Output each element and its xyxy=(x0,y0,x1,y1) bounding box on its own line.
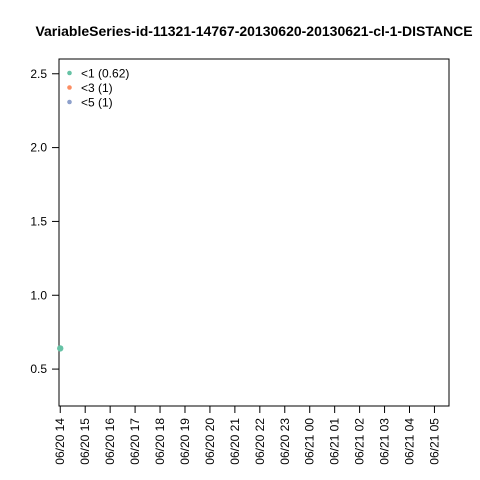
y-axis: 0.5 1.0 1.5 2.0 2.5 xyxy=(30,67,60,376)
x-tick-label: 06/20 16 xyxy=(103,418,117,465)
x-tick-label: 06/20 14 xyxy=(53,418,67,465)
y-tick-label: 1.5 xyxy=(30,214,47,228)
x-tick-label: 06/20 19 xyxy=(178,418,192,465)
x-tick-label: 06/20 20 xyxy=(203,418,217,465)
y-tick-label: 0.5 xyxy=(30,362,47,376)
y-tick-label: 2.0 xyxy=(30,141,47,155)
legend-marker xyxy=(67,99,72,105)
plot-area xyxy=(58,58,450,407)
legend-label: <3 (1) xyxy=(81,81,113,95)
data-points xyxy=(57,345,64,352)
legend: <1 (0.62)<3 (1)<5 (1) xyxy=(67,67,129,110)
x-tick-label: 06/20 15 xyxy=(78,418,92,465)
legend-label: <5 (1) xyxy=(81,96,113,110)
x-tick-label: 06/21 04 xyxy=(403,418,417,465)
y-tick-label: 1.0 xyxy=(30,288,47,302)
x-axis: 06/20 14 06/20 15 06/20 16 06/20 17 06/20 18… xyxy=(53,405,441,465)
legend-label: <1 (0.62) xyxy=(81,67,129,81)
x-tick-label: 06/21 01 xyxy=(328,418,342,465)
x-tick-label: 06/20 21 xyxy=(228,418,242,465)
x-tick-label: 06/21 05 xyxy=(427,418,441,465)
x-tick-label: 06/21 02 xyxy=(353,418,367,465)
data-point xyxy=(57,345,64,352)
x-tick-label: 06/21 00 xyxy=(303,418,317,465)
x-tick-label: 06/20 23 xyxy=(278,418,292,465)
x-tick-label: 06/20 17 xyxy=(128,418,142,465)
y-tick-label: 2.5 xyxy=(30,67,47,81)
chart-title: VariableSeries-id-11321-14767-20130620-2… xyxy=(35,23,472,39)
legend-marker xyxy=(67,70,72,76)
legend-marker xyxy=(67,85,72,90)
x-tick-label: 06/20 22 xyxy=(253,418,267,465)
x-tick-label: 06/20 18 xyxy=(153,418,167,465)
x-tick-label: 06/21 03 xyxy=(378,418,392,465)
